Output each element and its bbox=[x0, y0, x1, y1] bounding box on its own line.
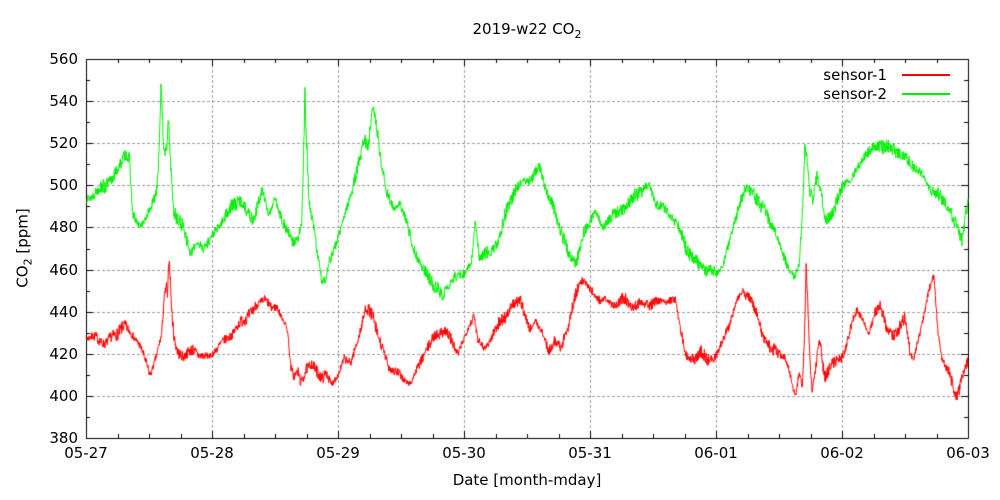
y-tick-label: 420 bbox=[49, 344, 78, 363]
x-axis-label: Date [month-mday] bbox=[452, 471, 602, 489]
chart-title-subscript: 2 bbox=[574, 28, 582, 41]
legend-line-sample-sensor-2 bbox=[902, 92, 950, 95]
y-tick-label: 560 bbox=[49, 50, 78, 68]
x-tick-label: 05-28 bbox=[190, 444, 234, 462]
x-tick-label: 06-03 bbox=[946, 444, 990, 462]
chart-title-text: 2019-w22 CO bbox=[472, 20, 575, 38]
legend-line-sample-sensor-1 bbox=[902, 73, 950, 76]
legend-entry-sensor-2: sensor-2 bbox=[823, 84, 950, 103]
y-tick-label: 380 bbox=[49, 429, 78, 447]
x-tick-label: 05-29 bbox=[316, 444, 360, 462]
chart-title: 2019-w22 CO2 bbox=[86, 20, 968, 41]
y-tick-label: 480 bbox=[49, 218, 78, 237]
x-tick-label: 06-01 bbox=[694, 444, 738, 462]
legend-entry-sensor-1: sensor-1 bbox=[823, 65, 950, 84]
y-tick-label: 460 bbox=[49, 260, 78, 279]
x-tick-label: 05-27 bbox=[64, 444, 108, 462]
y-tick-label: 440 bbox=[49, 302, 78, 321]
x-tick-label: 05-31 bbox=[568, 444, 612, 462]
y-tick-label: 500 bbox=[49, 176, 78, 195]
legend: sensor-1 sensor-2 bbox=[823, 65, 950, 103]
x-tick-label: 06-02 bbox=[820, 444, 864, 462]
legend-label-sensor-1: sensor-1 bbox=[823, 65, 887, 84]
y-tick-label: 540 bbox=[49, 92, 78, 111]
y-tick-label: 400 bbox=[49, 386, 78, 405]
legend-label-sensor-2: sensor-2 bbox=[823, 84, 887, 103]
x-tick-label: 05-30 bbox=[442, 444, 486, 462]
y-tick-label: 520 bbox=[49, 134, 78, 153]
